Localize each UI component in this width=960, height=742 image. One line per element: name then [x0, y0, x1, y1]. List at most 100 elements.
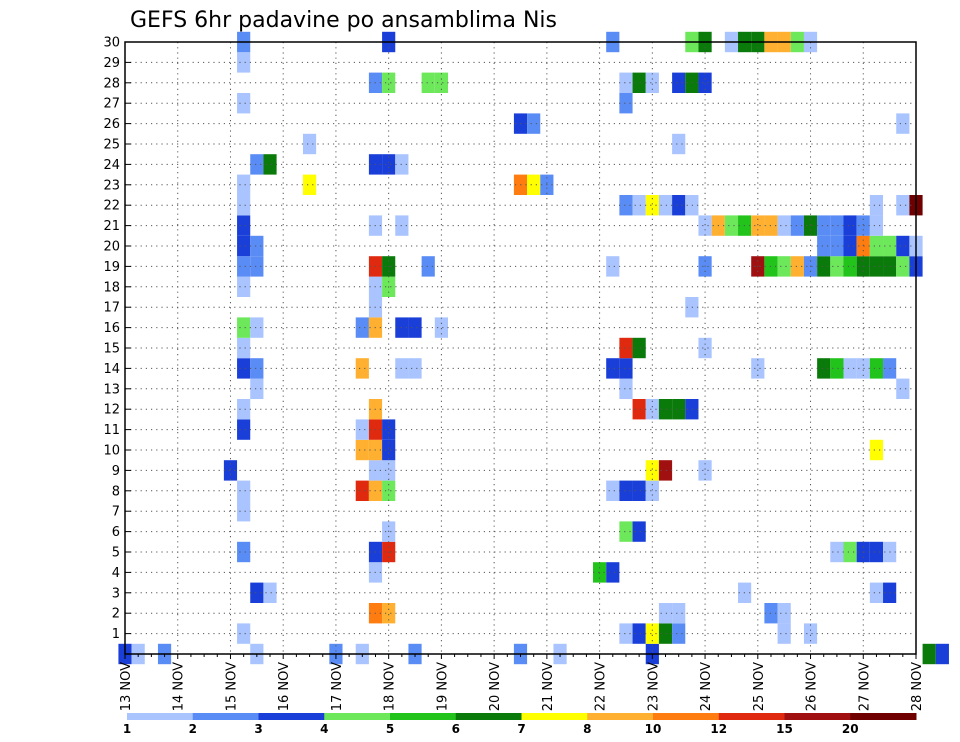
heatmap-cell [843, 256, 857, 277]
y-tick-label: 23 [103, 178, 120, 193]
heatmap-cell [790, 215, 804, 236]
heatmap-cell [869, 235, 884, 257]
heatmap-cell [619, 195, 633, 216]
heatmap-cell [896, 378, 910, 399]
heatmap-cell [619, 378, 633, 399]
y-tick-label: 15 [103, 342, 120, 357]
heatmap-cell [382, 480, 396, 501]
heatmap-cell [302, 133, 317, 155]
heatmap-cell [237, 399, 251, 420]
y-tick-label: 2 [112, 607, 120, 622]
heatmap-cell [803, 215, 818, 236]
x-tick-label: 23 NOV [646, 662, 661, 711]
colorbar-label: 5 [386, 722, 394, 736]
x-tick-label: 24 NOV [699, 662, 714, 711]
heatmap-cell [619, 337, 633, 359]
heatmap-cell [237, 358, 251, 379]
colorbar-swatch [390, 713, 457, 720]
heatmap-cell [698, 72, 712, 93]
heatmap-cell [830, 541, 844, 563]
x-tick-label: 16 NOV [277, 662, 292, 711]
heatmap-cell [698, 460, 712, 481]
x-axis: 13 NOV 14 NOV 15 NOV 16 NOV 17 NOV 18 NOV 19 N… [119, 654, 925, 711]
colorbar-legend: 1 2 3 4 5 6 7 8 10 12 15 20 [123, 713, 917, 736]
heatmap-cell [434, 317, 448, 338]
heatmap-cell [830, 358, 844, 379]
heatmap-cell [237, 501, 251, 522]
heatmap-cell [869, 358, 884, 379]
x-tick-label: 17 NOV [330, 662, 345, 711]
heatmap-cell [408, 358, 422, 379]
heatmap-cell [619, 358, 633, 379]
y-tick-label: 6 [112, 525, 120, 540]
heatmap-cell [803, 623, 818, 644]
y-tick-label: 16 [103, 321, 120, 336]
heatmap-cell [263, 582, 277, 603]
heatmap-cell [843, 541, 857, 563]
colorbar-label: 1 [123, 722, 131, 736]
y-tick-label: 21 [103, 219, 120, 234]
colorbar-swatch [324, 713, 391, 720]
heatmap-cell [237, 235, 251, 257]
heatmap-cell [382, 460, 396, 481]
heatmap-cell [606, 256, 620, 277]
heatmap-cell [237, 419, 251, 440]
heatmap-cell [817, 235, 831, 257]
heatmap-cell [421, 72, 435, 93]
heatmap-cell [672, 603, 686, 624]
heatmap-cell [408, 317, 422, 338]
heatmap-cell [645, 623, 659, 644]
heatmap-cell [645, 399, 659, 420]
heatmap-cell [672, 195, 686, 216]
colorbar-swatch [784, 713, 851, 720]
y-tick-label: 11 [103, 423, 120, 438]
y-tick-label: 22 [103, 199, 120, 214]
x-tick-label: 22 NOV [594, 662, 609, 711]
y-tick-label: 19 [103, 260, 120, 275]
heatmap-cell [698, 215, 712, 236]
heatmap-cell [843, 235, 857, 257]
x-tick-label: 21 NOV [541, 662, 556, 711]
colorbar-swatch [653, 713, 720, 720]
heatmap-cell [856, 358, 870, 379]
heatmap-cell [237, 52, 251, 73]
x-tick-label: 15 NOV [225, 662, 240, 711]
colorbar-swatch [455, 713, 522, 720]
heatmap-cell [237, 480, 251, 501]
heatmap-cell [896, 195, 910, 216]
y-tick-label: 26 [103, 117, 120, 132]
y-tick-label: 3 [112, 586, 120, 601]
heatmap-cell [237, 174, 251, 195]
heatmap-cell [619, 72, 633, 93]
y-tick-label: 1 [112, 627, 120, 642]
heatmap-cell [302, 174, 317, 195]
heatmap-cell [355, 317, 369, 338]
y-axis: 1234567891011121314151617181920212223242… [103, 36, 131, 642]
heatmap-cell [658, 460, 673, 481]
y-tick-label: 13 [103, 382, 120, 397]
heatmap-cell [830, 256, 844, 277]
y-tick-label: 9 [112, 464, 120, 479]
heatmap-cell [777, 256, 791, 277]
heatmap-cell [935, 643, 949, 665]
heatmap-cell [250, 154, 264, 175]
colorbar-swatch [192, 713, 259, 720]
heatmap-cell [869, 195, 884, 216]
heatmap-cell [250, 358, 264, 379]
heatmap-cell [672, 623, 686, 644]
colorbar-swatch [127, 713, 194, 720]
x-tick-label: 13 NOV [119, 662, 134, 711]
y-tick-label: 29 [103, 56, 120, 71]
heatmap-cell [843, 215, 857, 236]
heatmap-cell [395, 154, 409, 175]
x-tick-label: 19 NOV [435, 662, 450, 711]
x-tick-label: 28 NOV [910, 662, 925, 711]
grid-lines [125, 41, 916, 654]
y-tick-label: 20 [103, 240, 120, 255]
heatmap-cell [527, 113, 541, 134]
x-tick-label: 27 NOV [857, 662, 872, 711]
x-tick-label: 20 NOV [488, 662, 503, 711]
colorbar-label: 8 [583, 722, 591, 736]
y-tick-label: 8 [112, 484, 120, 499]
colorbar-swatch [850, 713, 917, 720]
